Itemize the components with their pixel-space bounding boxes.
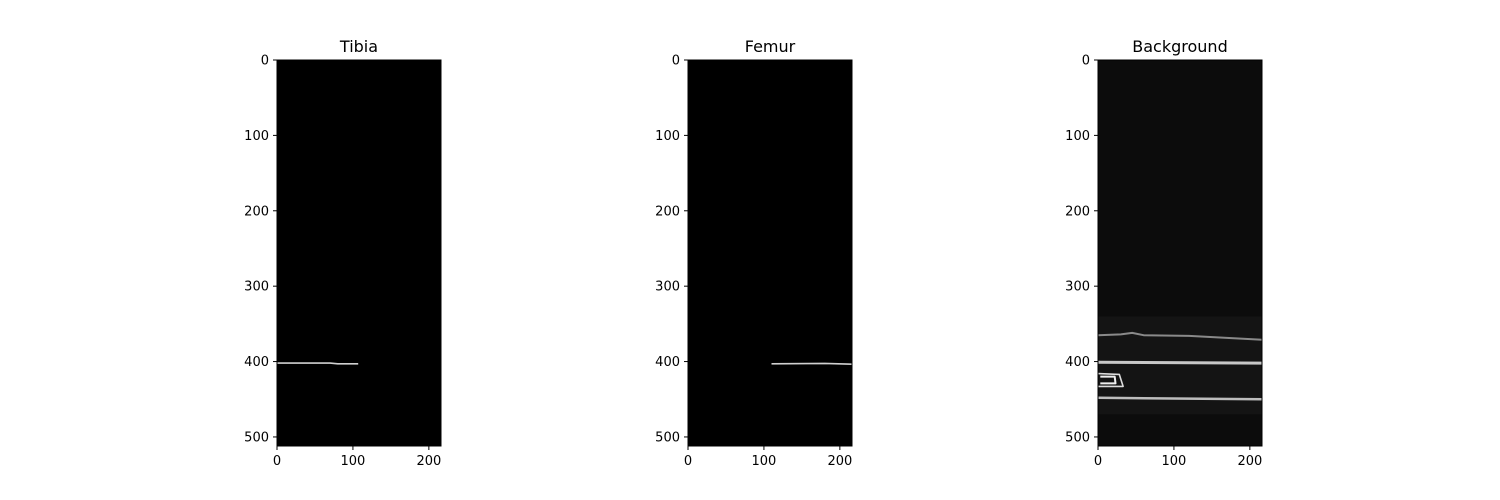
background-xtick-label: 0 (1094, 454, 1102, 469)
femur-xtick-label: 0 (684, 454, 692, 469)
tibia-ytick-label: 300 (244, 280, 269, 295)
femur-feature-0 (771, 362, 853, 365)
femur-title: Femur (745, 37, 796, 56)
femur-panel: Femur 0 100 200 300 400 500 0 100 200 (655, 37, 853, 469)
background-frame (1097, 59, 1263, 447)
background-panel: Background 0 100 200 300 400 500 0 100 200 (1065, 37, 1263, 469)
tibia-image (277, 60, 441, 446)
background-feature-3 (1097, 372, 1124, 388)
tibia-xtick-label: 100 (341, 454, 366, 469)
tibia-ytick-label: 200 (244, 204, 269, 219)
background-ytick-label: 200 (1065, 204, 1090, 219)
femur-frame (687, 59, 853, 447)
femur-ytick-label: 200 (655, 204, 680, 219)
tibia-xtick-label: 0 (273, 454, 281, 469)
background-feature-2 (1097, 396, 1263, 401)
background-ytick-label: 0 (1082, 54, 1090, 69)
tibia-xtick-label: 200 (416, 454, 441, 469)
femur-ytick-label: 0 (672, 54, 680, 69)
tibia-ytick-label: 400 (244, 355, 269, 370)
femur-ytick-label: 400 (655, 355, 680, 370)
background-ytick-label: 100 (1065, 129, 1090, 144)
tibia-feature-0 (277, 362, 359, 365)
background-ytick-label: 400 (1065, 355, 1090, 370)
background-feature-4 (1100, 375, 1117, 385)
tibia-ytick-label: 100 (244, 129, 269, 144)
background-feature-0 (1097, 331, 1263, 341)
background-xtick-label: 100 (1162, 454, 1187, 469)
background-ytick-label: 300 (1065, 280, 1090, 295)
femur-ytick-label: 500 (655, 430, 680, 445)
femur-image (688, 60, 852, 446)
femur-ytick-label: 300 (655, 280, 680, 295)
tibia-title: Tibia (339, 37, 378, 56)
femur-xtick-label: 200 (827, 454, 852, 469)
background-title: Background (1132, 37, 1227, 56)
background-ytick-label: 500 (1065, 430, 1090, 445)
femur-ytick-label: 100 (655, 129, 680, 144)
background-xtick-label: 200 (1237, 454, 1262, 469)
tibia-ytick-label: 500 (244, 430, 269, 445)
background-feature-1 (1097, 360, 1263, 365)
femur-xtick-label: 100 (752, 454, 777, 469)
tibia-frame (276, 59, 442, 447)
tibia-panel: Tibia 0 100 200 300 400 500 0 100 200 (244, 37, 442, 469)
tibia-ytick-label: 0 (261, 54, 269, 69)
